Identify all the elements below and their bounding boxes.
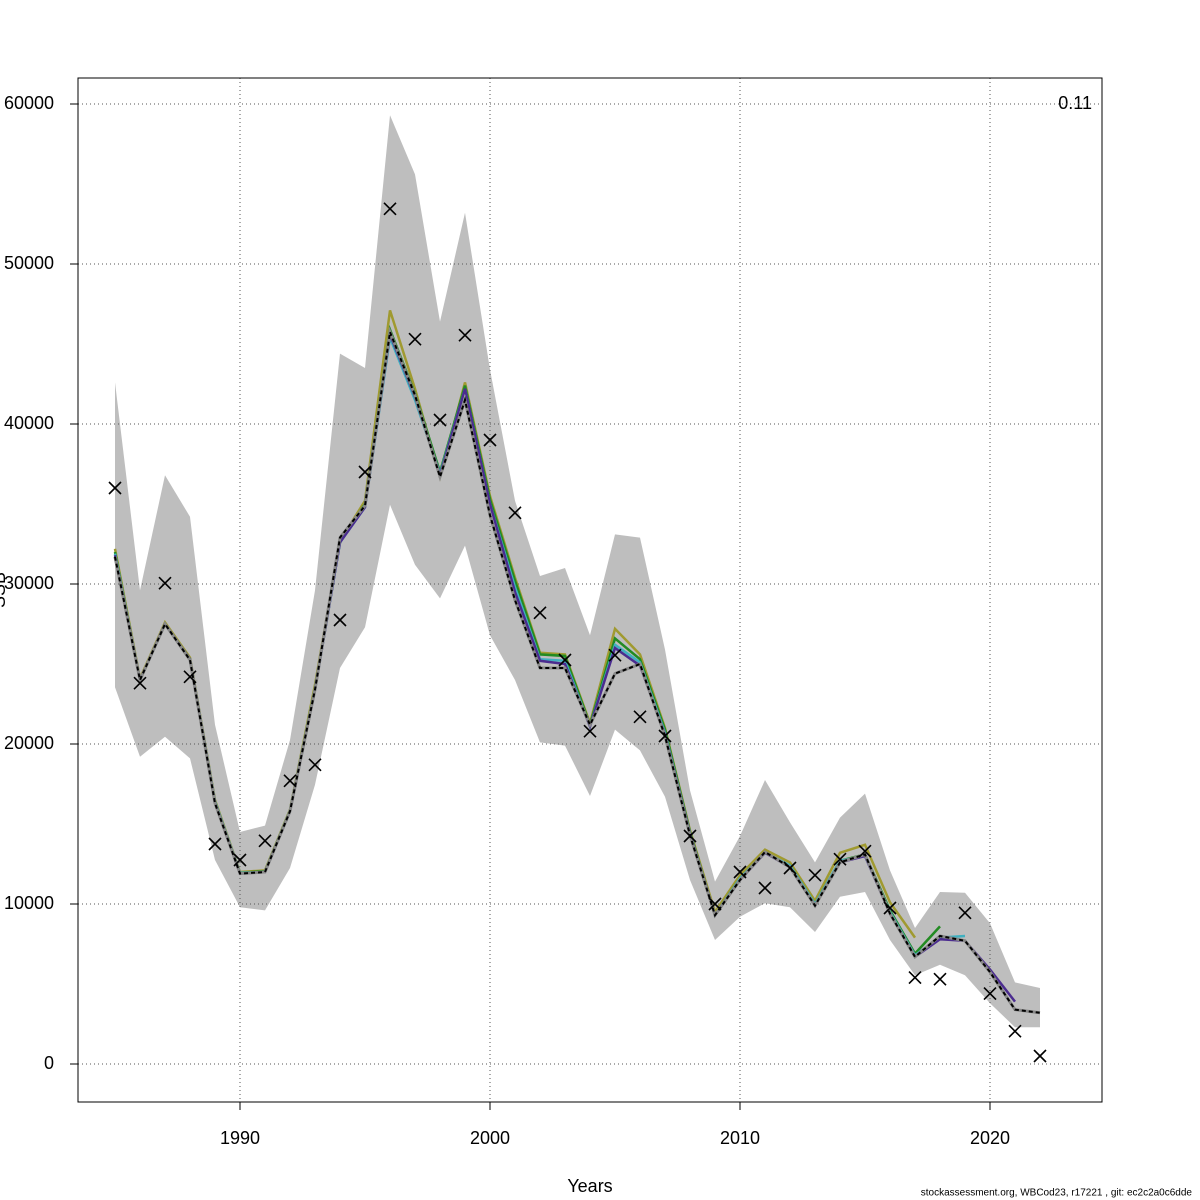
observation — [883, 901, 897, 915]
observation — [633, 710, 647, 724]
observation — [1033, 1049, 1047, 1063]
series-line — [114, 328, 1041, 1014]
observation — [558, 653, 572, 667]
observation — [533, 606, 547, 620]
observation — [208, 837, 222, 851]
y-tick-label: 0 — [44, 1053, 54, 1073]
y-tick-label: 20000 — [4, 733, 54, 753]
observation — [683, 829, 697, 843]
observation — [233, 853, 247, 867]
observation — [358, 465, 372, 479]
observation — [158, 576, 172, 590]
observation — [833, 852, 847, 866]
y-tick-label: 10000 — [4, 893, 54, 913]
observation — [858, 844, 872, 858]
observation — [933, 972, 947, 986]
x-tick-label: 2010 — [720, 1128, 760, 1148]
y-tick-label: 60000 — [4, 93, 54, 113]
observation — [758, 881, 772, 895]
observation — [908, 971, 922, 985]
observation — [808, 868, 822, 882]
observation — [283, 774, 297, 788]
y-tick-label: 40000 — [4, 413, 54, 433]
observation — [658, 729, 672, 743]
observation — [133, 676, 147, 690]
y-axis-label: SSB — [0, 572, 9, 608]
observation — [183, 670, 197, 684]
observation — [508, 506, 522, 520]
observation — [308, 758, 322, 772]
x-axis-label: Years — [567, 1176, 612, 1196]
observation — [958, 906, 972, 920]
observation — [458, 328, 472, 342]
observation — [608, 648, 622, 662]
observation — [108, 481, 122, 495]
x-tick-label: 1990 — [220, 1128, 260, 1148]
observation — [383, 202, 397, 216]
plot-frame — [77, 77, 1103, 1103]
annotation: 0.11 — [1058, 93, 1092, 113]
y-tick-label: 50000 — [4, 253, 54, 273]
observation — [333, 613, 347, 627]
observation — [1008, 1024, 1022, 1038]
observation — [408, 332, 422, 346]
footer: stockassessment.org, WBCod23, r17221 , g… — [921, 1188, 1193, 1199]
observation — [733, 865, 747, 879]
x-tick-label: 2000 — [470, 1128, 510, 1148]
observation — [483, 433, 497, 447]
observation — [983, 987, 997, 1001]
observation — [258, 834, 272, 848]
x-tick-label: 2020 — [970, 1128, 1010, 1148]
observation — [708, 897, 722, 911]
observation — [433, 413, 447, 427]
observation — [783, 861, 797, 875]
y-tick-label: 30000 — [4, 573, 54, 593]
observation — [583, 724, 597, 738]
